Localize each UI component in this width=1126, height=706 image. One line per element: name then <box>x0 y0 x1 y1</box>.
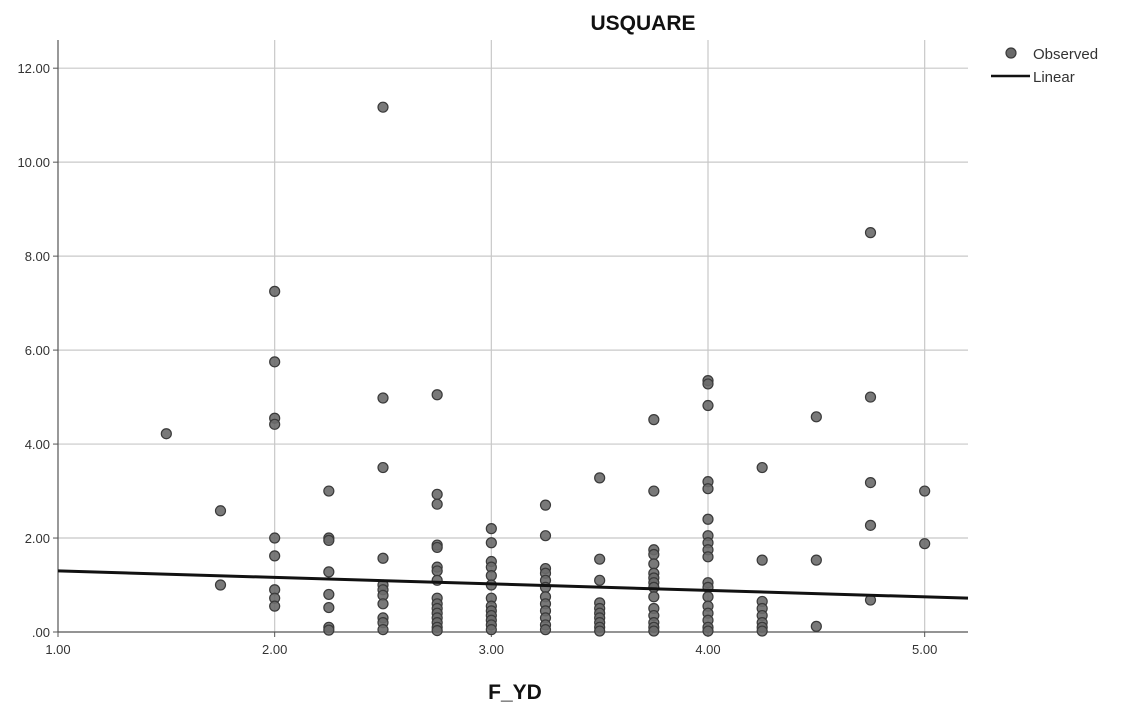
chart-title: USQUARE <box>590 12 695 35</box>
observed-point <box>323 566 335 578</box>
observed-point <box>756 554 768 566</box>
observed-point <box>431 498 443 510</box>
y-tick-label: 8.00 <box>25 249 50 264</box>
observed-point <box>269 600 281 612</box>
observed-point <box>648 485 660 497</box>
observed-point <box>485 570 497 582</box>
observed-point <box>485 624 497 636</box>
observed-point <box>810 554 822 566</box>
observed-point <box>160 428 172 440</box>
observed-point <box>648 414 660 426</box>
observed-point <box>323 601 335 614</box>
observed-point <box>648 625 660 637</box>
observed-point <box>702 513 714 525</box>
legend-linear-label: Linear <box>1033 69 1075 86</box>
observed-point <box>431 565 443 577</box>
observed-point <box>648 591 660 603</box>
observed-point <box>377 598 389 610</box>
observed-point <box>269 418 281 430</box>
observed-point <box>702 551 714 563</box>
observed-point <box>431 389 443 401</box>
y-tick-label: 6.00 <box>25 343 50 358</box>
observed-point <box>485 537 497 549</box>
observed-point <box>594 553 606 565</box>
observed-point <box>214 579 227 591</box>
observed-point <box>702 399 714 412</box>
y-tick-label: 4.00 <box>25 437 50 452</box>
observed-point <box>756 625 768 637</box>
observed-point <box>539 499 552 511</box>
x-tick-label: 4.00 <box>695 642 720 657</box>
observed-point <box>323 485 335 497</box>
observed-point <box>648 558 660 570</box>
x-tick-label: 2.00 <box>262 642 287 657</box>
observed-point <box>594 625 606 637</box>
observed-point <box>539 624 552 636</box>
observed-point <box>377 552 389 564</box>
y-tick-label: 12.00 <box>17 61 50 76</box>
x-tick-labels: 1.00 2.00 3.00 4.00 5.00 <box>45 632 937 657</box>
observed-point <box>594 472 606 484</box>
observed-point <box>377 624 389 636</box>
observed-point <box>377 461 389 474</box>
x-axis-label: F_YD <box>488 681 542 704</box>
observed-point <box>323 624 335 636</box>
observed-point <box>702 483 714 495</box>
observed-point <box>539 581 552 593</box>
observed-point <box>485 523 497 535</box>
grid-lines <box>58 40 968 632</box>
observed-point <box>431 624 443 637</box>
observed-point <box>919 538 931 550</box>
observed-point <box>431 488 443 500</box>
observed-point <box>810 620 822 632</box>
x-tick-label: 1.00 <box>45 642 70 657</box>
observed-point <box>864 519 877 531</box>
observed-point <box>648 548 660 561</box>
observed-point <box>323 534 335 546</box>
observed-points <box>160 101 931 637</box>
observed-point <box>864 476 877 489</box>
observed-point <box>214 505 227 517</box>
legend: Observed Linear <box>991 46 1098 86</box>
observed-point <box>269 550 281 562</box>
linear-fit-line <box>57 569 969 600</box>
observed-point <box>810 411 822 423</box>
observed-point <box>431 541 443 554</box>
observed-point <box>864 391 877 403</box>
observed-point <box>377 392 389 404</box>
y-tick-label: 2.00 <box>25 531 50 546</box>
x-tick-label: 5.00 <box>912 642 937 657</box>
observed-point <box>269 285 281 297</box>
y-tick-labels: .00 2.00 4.00 6.00 8.00 10.00 12.00 <box>17 61 58 640</box>
legend-observed-marker <box>1005 47 1017 59</box>
observed-point <box>269 532 281 544</box>
observed-point <box>919 485 931 497</box>
y-tick-label: .00 <box>32 625 50 640</box>
observed-point <box>594 574 606 586</box>
observed-point <box>864 227 877 239</box>
x-tick-label: 3.00 <box>479 642 504 657</box>
observed-point <box>539 530 552 542</box>
observed-point <box>269 356 281 368</box>
y-tick-label: 10.00 <box>17 155 50 170</box>
observed-point <box>702 378 714 390</box>
observed-point <box>702 591 714 603</box>
observed-point <box>377 101 389 113</box>
observed-point <box>756 461 768 474</box>
observed-point <box>323 588 335 601</box>
observed-point <box>702 625 714 637</box>
legend-observed-label: Observed <box>1033 46 1098 63</box>
